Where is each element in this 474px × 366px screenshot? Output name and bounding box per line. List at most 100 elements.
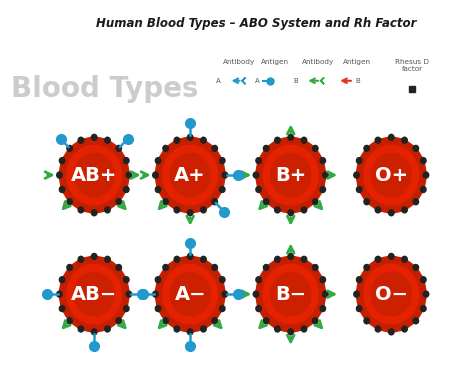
Circle shape (163, 199, 168, 205)
Circle shape (222, 172, 228, 178)
Circle shape (201, 256, 206, 262)
Circle shape (59, 187, 65, 193)
Text: Antigen: Antigen (261, 59, 289, 65)
Circle shape (155, 257, 225, 332)
Circle shape (219, 187, 225, 193)
Circle shape (364, 145, 369, 152)
Circle shape (413, 265, 419, 270)
Circle shape (312, 318, 318, 324)
Circle shape (126, 291, 132, 297)
Text: Human Blood Types – ABO System and Rh Factor: Human Blood Types – ABO System and Rh Fa… (96, 17, 416, 30)
Circle shape (59, 158, 65, 164)
Circle shape (420, 187, 426, 193)
Circle shape (163, 265, 168, 270)
Circle shape (356, 187, 362, 193)
Circle shape (91, 210, 97, 216)
Circle shape (91, 254, 97, 259)
Circle shape (212, 145, 218, 152)
Circle shape (413, 145, 419, 152)
Circle shape (301, 326, 307, 332)
Circle shape (364, 145, 419, 205)
Circle shape (116, 145, 121, 152)
Circle shape (364, 199, 369, 205)
Circle shape (174, 137, 180, 143)
Circle shape (163, 145, 168, 152)
Circle shape (212, 318, 218, 324)
Circle shape (212, 199, 218, 205)
Circle shape (67, 265, 73, 270)
Circle shape (74, 272, 114, 316)
Circle shape (423, 172, 429, 178)
Circle shape (155, 277, 161, 283)
Circle shape (274, 207, 280, 213)
Circle shape (91, 134, 97, 140)
Circle shape (124, 158, 129, 164)
Circle shape (356, 158, 362, 164)
Circle shape (78, 256, 83, 262)
Circle shape (264, 145, 269, 152)
Circle shape (288, 210, 293, 216)
Text: Antibody: Antibody (222, 59, 255, 65)
Circle shape (389, 210, 394, 216)
Circle shape (219, 277, 225, 283)
Circle shape (174, 326, 180, 332)
Text: Blood Types: Blood Types (11, 75, 199, 103)
Circle shape (124, 277, 129, 283)
Circle shape (389, 329, 394, 335)
Circle shape (264, 199, 269, 205)
Text: B+: B+ (275, 165, 306, 184)
Circle shape (163, 145, 218, 205)
Circle shape (320, 306, 326, 311)
Circle shape (219, 158, 225, 164)
Circle shape (263, 145, 318, 205)
Circle shape (264, 265, 269, 270)
Circle shape (256, 137, 326, 213)
Circle shape (256, 187, 261, 193)
Circle shape (256, 277, 261, 283)
Circle shape (67, 145, 122, 205)
Circle shape (201, 326, 206, 332)
Circle shape (59, 277, 65, 283)
Circle shape (288, 329, 293, 335)
Circle shape (375, 137, 381, 143)
Circle shape (354, 291, 359, 297)
Circle shape (155, 306, 161, 311)
Circle shape (301, 256, 307, 262)
Text: A−: A− (174, 285, 206, 304)
Circle shape (187, 134, 193, 140)
Circle shape (253, 172, 259, 178)
Text: B: B (355, 78, 360, 84)
Circle shape (364, 265, 369, 270)
Circle shape (263, 264, 318, 324)
Text: B−: B− (275, 285, 306, 304)
Circle shape (212, 265, 218, 270)
Circle shape (219, 306, 225, 311)
Circle shape (57, 291, 62, 297)
Circle shape (253, 291, 259, 297)
Circle shape (256, 257, 326, 332)
Circle shape (420, 306, 426, 311)
Circle shape (271, 153, 311, 197)
Circle shape (78, 137, 83, 143)
Circle shape (375, 326, 381, 332)
Circle shape (155, 158, 161, 164)
Circle shape (163, 318, 168, 324)
Circle shape (91, 329, 97, 335)
Circle shape (78, 326, 83, 332)
Text: B: B (293, 78, 298, 84)
Circle shape (420, 158, 426, 164)
Circle shape (264, 318, 269, 324)
Circle shape (67, 318, 73, 324)
Circle shape (155, 187, 161, 193)
Circle shape (371, 272, 411, 316)
Circle shape (312, 199, 318, 205)
Circle shape (274, 326, 280, 332)
Circle shape (402, 326, 407, 332)
Text: A: A (255, 78, 259, 84)
Circle shape (375, 256, 381, 262)
Circle shape (201, 137, 206, 143)
Circle shape (288, 134, 293, 140)
Circle shape (74, 153, 114, 197)
Circle shape (57, 172, 62, 178)
Circle shape (105, 207, 110, 213)
